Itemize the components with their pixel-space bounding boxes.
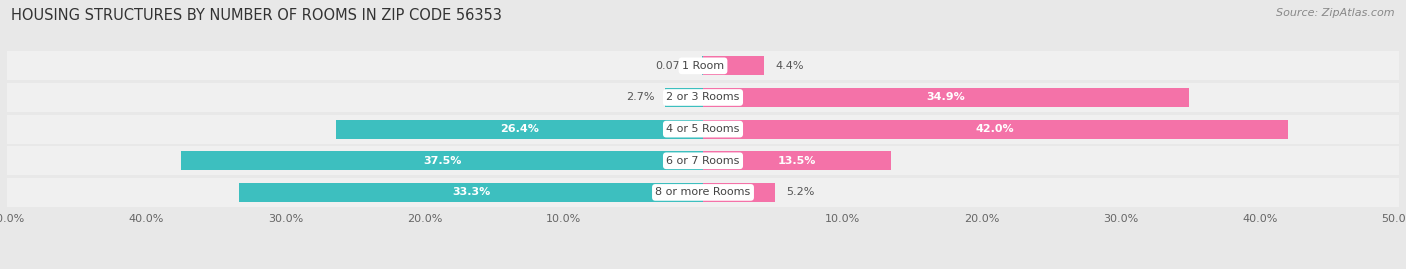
Bar bbox=[7, 146, 1399, 175]
Text: 5.2%: 5.2% bbox=[786, 187, 815, 197]
Text: 34.9%: 34.9% bbox=[927, 93, 966, 102]
Text: 8 or more Rooms: 8 or more Rooms bbox=[655, 187, 751, 197]
Bar bbox=[239, 183, 703, 202]
Text: Source: ZipAtlas.com: Source: ZipAtlas.com bbox=[1277, 8, 1395, 18]
Text: 2 or 3 Rooms: 2 or 3 Rooms bbox=[666, 93, 740, 102]
Text: 37.5%: 37.5% bbox=[423, 156, 461, 166]
Text: 42.0%: 42.0% bbox=[976, 124, 1015, 134]
Bar bbox=[181, 151, 703, 170]
Bar bbox=[7, 115, 1399, 144]
Bar bbox=[703, 88, 1189, 107]
Text: HOUSING STRUCTURES BY NUMBER OF ROOMS IN ZIP CODE 56353: HOUSING STRUCTURES BY NUMBER OF ROOMS IN… bbox=[11, 8, 502, 23]
Bar bbox=[7, 51, 1399, 80]
Text: 13.5%: 13.5% bbox=[778, 156, 815, 166]
Bar bbox=[665, 88, 703, 107]
Text: 33.3%: 33.3% bbox=[453, 187, 491, 197]
Bar bbox=[703, 120, 1288, 139]
Text: 2.7%: 2.7% bbox=[626, 93, 654, 102]
Bar bbox=[7, 178, 1399, 207]
Text: 26.4%: 26.4% bbox=[499, 124, 538, 134]
Bar bbox=[7, 83, 1399, 112]
Bar bbox=[336, 120, 703, 139]
Bar bbox=[703, 56, 765, 75]
Text: 1 Room: 1 Room bbox=[682, 61, 724, 71]
Bar bbox=[703, 183, 775, 202]
Text: 0.07%: 0.07% bbox=[655, 61, 690, 71]
Text: 4 or 5 Rooms: 4 or 5 Rooms bbox=[666, 124, 740, 134]
Text: 4.4%: 4.4% bbox=[775, 61, 804, 71]
Text: 6 or 7 Rooms: 6 or 7 Rooms bbox=[666, 156, 740, 166]
Bar bbox=[703, 151, 891, 170]
